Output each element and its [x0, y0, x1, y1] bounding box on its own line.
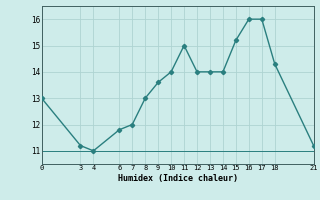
X-axis label: Humidex (Indice chaleur): Humidex (Indice chaleur) — [118, 174, 237, 183]
